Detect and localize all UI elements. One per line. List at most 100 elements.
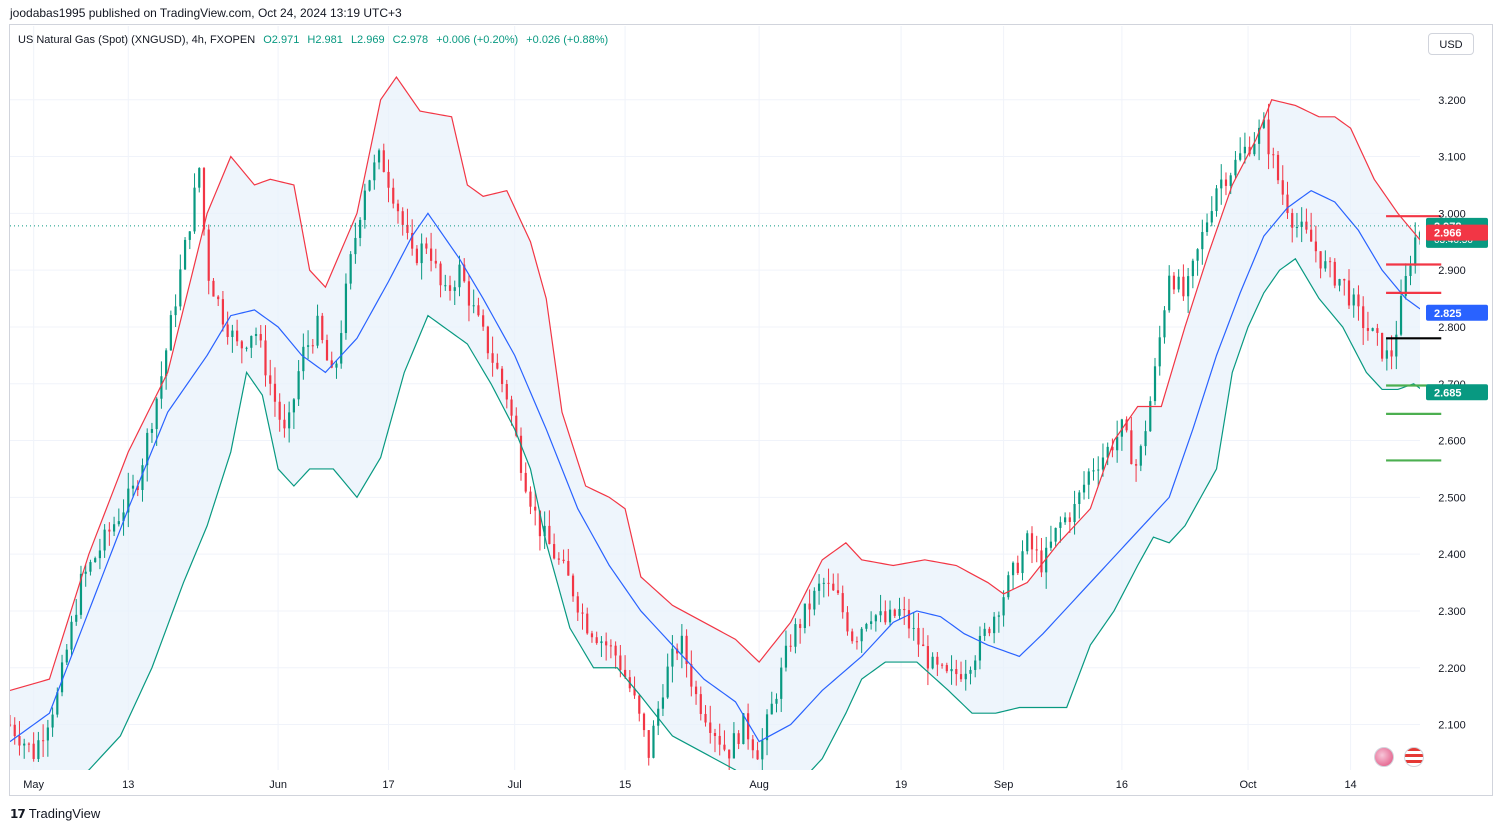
candle-body <box>936 656 939 665</box>
candle-body <box>368 180 371 191</box>
candle-body <box>595 637 598 644</box>
candle-body <box>236 330 239 342</box>
candle-body <box>278 401 281 420</box>
candle-body <box>524 472 527 492</box>
candle-body <box>1328 261 1332 263</box>
candle-body <box>1007 575 1010 598</box>
candle-body <box>619 655 622 670</box>
candle-body <box>1343 279 1346 281</box>
candle-body <box>950 669 953 672</box>
candle-body <box>37 740 40 759</box>
candle-body <box>415 248 419 264</box>
us-flag-icon[interactable] <box>1404 747 1424 767</box>
candle-body <box>1187 276 1190 297</box>
candle-body <box>860 628 863 642</box>
candle-body <box>515 415 518 436</box>
candle-body <box>406 224 409 233</box>
candle-body <box>56 692 59 715</box>
candle-body <box>439 263 442 286</box>
candle-body <box>165 350 168 377</box>
candle-body <box>784 645 788 668</box>
candle-body <box>1101 457 1105 470</box>
candle-body <box>316 315 319 346</box>
plot-area <box>10 26 1420 770</box>
candle-body <box>1097 469 1100 471</box>
candle-body <box>1390 350 1393 357</box>
candle-body <box>1073 503 1076 523</box>
candle-body <box>690 664 693 687</box>
candle-body <box>221 299 225 325</box>
candle-body <box>926 646 929 669</box>
candle-body <box>855 641 859 643</box>
candle-body <box>586 613 589 634</box>
candle-body <box>273 383 277 402</box>
x-tick-label: Sep <box>994 779 1014 791</box>
candle-body <box>813 590 816 610</box>
candle-body <box>60 662 64 693</box>
candle-body <box>325 339 329 361</box>
candle-body <box>827 582 830 584</box>
candle-body <box>425 243 428 249</box>
candle-body <box>543 525 546 537</box>
candle-body <box>429 248 433 261</box>
currency-selector[interactable]: USD <box>1428 33 1474 55</box>
candle-body <box>141 465 144 490</box>
candle-body <box>169 315 172 351</box>
candle-body <box>131 485 135 489</box>
candle-body <box>136 485 139 490</box>
candle-body <box>1168 275 1171 311</box>
candle-body <box>1120 419 1123 437</box>
candle-body <box>756 750 759 760</box>
symbol-title[interactable]: US Natural Gas (Spot) (XNGUSD), 4h, FXOP… <box>18 34 256 46</box>
candle-body <box>1078 492 1081 504</box>
upper-band-line <box>10 75 1420 692</box>
candle-body <box>1144 431 1147 447</box>
candle-body <box>718 735 721 745</box>
y-tick-label: 2.300 <box>1438 606 1466 618</box>
candle-body <box>297 371 300 400</box>
candle-body <box>1220 179 1223 189</box>
candle-body <box>865 623 868 629</box>
publisher-line: joodabas1995 published on TradingView.co… <box>10 6 402 20</box>
lower_band-price-tag <box>1426 384 1488 401</box>
lower-band-line <box>87 257 1420 770</box>
candle-body <box>1229 175 1232 186</box>
candle-body <box>18 736 21 746</box>
candle-body <box>661 697 665 709</box>
candle-body <box>841 593 844 613</box>
candle-body <box>207 229 210 281</box>
y-tick-label: 2.600 <box>1438 436 1466 448</box>
candle-body <box>1404 276 1407 296</box>
event-flag-icon[interactable] <box>1374 747 1394 767</box>
tradingview-brand[interactable]: 𝟭𝟳 TradingView <box>10 806 100 821</box>
candle-body <box>448 285 452 291</box>
candle-body <box>420 243 423 264</box>
candle-body <box>642 713 646 731</box>
candle-body <box>486 326 489 354</box>
candle-body <box>198 168 201 188</box>
candle-body <box>1352 294 1355 306</box>
candle-body <box>974 660 977 670</box>
candle-body <box>306 345 310 347</box>
candle-body <box>1111 446 1114 451</box>
candle-body <box>817 583 821 591</box>
candle-body <box>288 412 291 429</box>
middle-band-line <box>10 189 1420 743</box>
candle-body <box>571 575 575 597</box>
candle-body <box>349 254 352 284</box>
candle-body <box>1418 232 1420 238</box>
candle-body <box>359 219 362 238</box>
candle-body <box>742 713 745 745</box>
candle-body <box>434 260 437 264</box>
candle-body <box>283 419 286 429</box>
candle-body <box>704 713 707 723</box>
candle-body <box>245 347 248 349</box>
candle-body <box>264 340 267 376</box>
candle-body <box>1338 279 1341 286</box>
candle-body <box>259 334 262 341</box>
candle-body <box>879 611 882 616</box>
y-tick-label: 2.200 <box>1438 663 1466 675</box>
candle-body <box>997 615 1000 617</box>
candle-body <box>482 315 485 327</box>
